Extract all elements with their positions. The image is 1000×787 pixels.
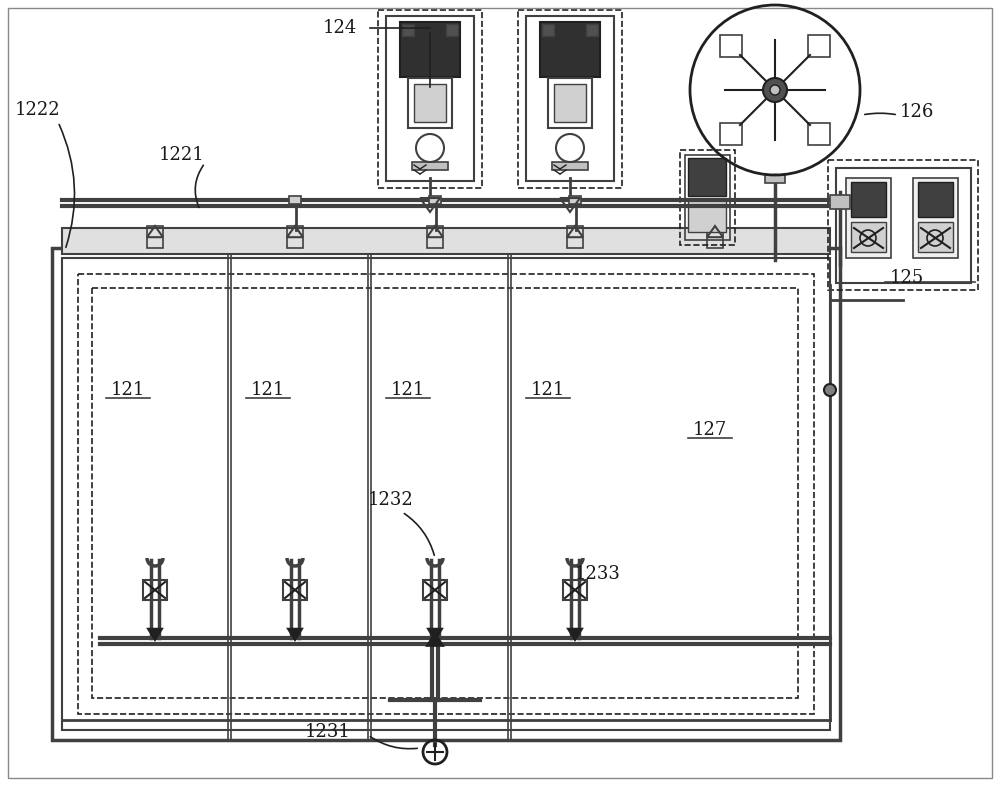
Polygon shape	[148, 629, 162, 640]
Bar	[386, 16, 474, 181]
Bar	[765, 175, 785, 183]
Bar	[429, 196, 441, 204]
Text: 121: 121	[531, 381, 565, 399]
Bar	[548, 78, 592, 128]
Bar	[830, 195, 850, 209]
Bar	[836, 168, 971, 283]
Bar	[808, 35, 830, 57]
Text: 127: 127	[693, 421, 727, 439]
Polygon shape	[568, 629, 582, 640]
Bar	[52, 248, 840, 740]
Bar	[78, 274, 814, 714]
Bar	[408, 78, 452, 128]
Bar	[707, 226, 723, 248]
Bar	[567, 226, 583, 248]
Bar	[688, 200, 726, 232]
Polygon shape	[427, 633, 443, 646]
Text: 1221: 1221	[159, 146, 205, 164]
Bar	[552, 162, 588, 170]
Text: 1222: 1222	[15, 101, 61, 119]
Bar	[402, 24, 414, 36]
Bar	[414, 84, 446, 122]
Bar	[542, 24, 554, 36]
Bar	[518, 10, 622, 188]
Bar	[423, 580, 447, 600]
Bar	[808, 123, 830, 145]
Bar	[851, 182, 886, 217]
Bar	[563, 580, 587, 600]
Bar	[62, 228, 830, 254]
Bar	[846, 178, 891, 258]
Circle shape	[763, 78, 787, 102]
Text: 1231: 1231	[305, 723, 351, 741]
Circle shape	[824, 384, 836, 396]
Bar	[92, 288, 798, 698]
Bar	[913, 178, 958, 258]
Bar	[586, 24, 598, 36]
Bar	[828, 160, 978, 290]
Bar	[540, 22, 600, 77]
Bar	[143, 580, 167, 600]
Bar	[446, 24, 458, 36]
Text: 121: 121	[111, 381, 145, 399]
Polygon shape	[288, 629, 302, 640]
Bar	[688, 158, 726, 196]
Bar	[287, 226, 303, 248]
Bar	[851, 222, 886, 252]
Bar	[918, 182, 953, 217]
Bar	[918, 222, 953, 252]
Text: 1232: 1232	[368, 491, 414, 509]
Bar	[289, 196, 301, 204]
Bar	[400, 22, 460, 77]
Text: 124: 124	[323, 19, 357, 37]
Text: 125: 125	[890, 269, 924, 287]
Circle shape	[770, 85, 780, 95]
Bar	[554, 84, 586, 122]
Bar	[526, 16, 614, 181]
Bar	[283, 580, 307, 600]
Text: 126: 126	[900, 103, 934, 121]
Bar	[147, 226, 163, 248]
Bar	[720, 123, 742, 145]
Bar	[412, 162, 448, 170]
Bar	[685, 155, 730, 240]
Bar	[62, 258, 830, 730]
Polygon shape	[428, 629, 442, 640]
Bar	[720, 35, 742, 57]
Text: 121: 121	[251, 381, 285, 399]
Bar	[680, 150, 735, 245]
Bar	[378, 10, 482, 188]
Text: 121: 121	[391, 381, 425, 399]
Text: 1233: 1233	[575, 565, 621, 583]
Bar	[569, 196, 581, 204]
Bar	[427, 226, 443, 248]
